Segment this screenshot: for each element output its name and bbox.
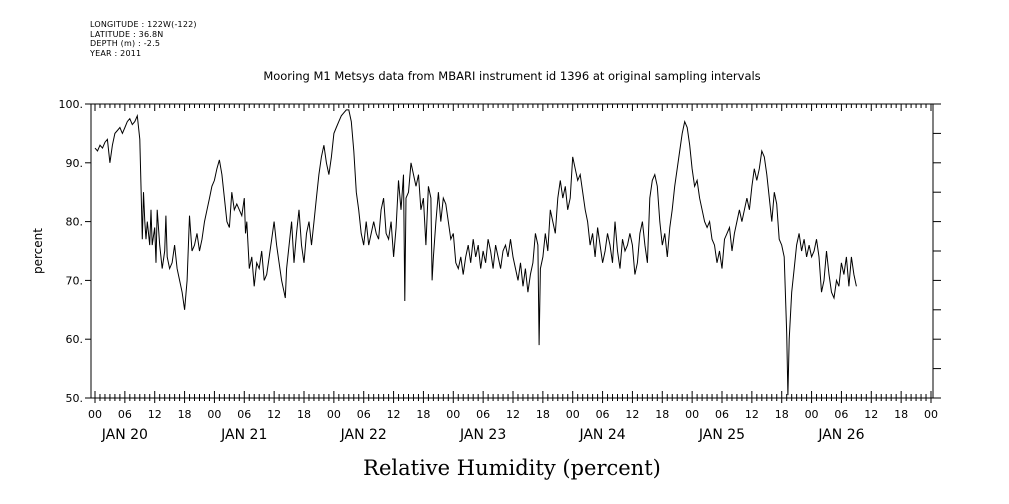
year-text: YEAR : 2011 xyxy=(90,48,142,58)
day-label: JAN 25 xyxy=(698,427,745,443)
latitude-text: LATITUDE : 36.8N xyxy=(90,29,164,39)
x-axis-label: Relative Humidity (percent) xyxy=(363,456,661,480)
x-tick-label: 00 xyxy=(88,408,102,421)
x-tick-label: 12 xyxy=(387,408,401,421)
x-tick-label: 06 xyxy=(596,408,610,421)
x-tick-label: 18 xyxy=(536,408,550,421)
x-tick-label: 18 xyxy=(655,408,669,421)
x-tick-label: 06 xyxy=(237,408,251,421)
x-tick-label: 12 xyxy=(625,408,639,421)
chart-title: Mooring M1 Metsys data from MBARI instru… xyxy=(263,69,760,83)
x-tick-label: 06 xyxy=(476,408,490,421)
longitude-text: LONGITUDE : 122W(-122) xyxy=(90,20,197,29)
day-label: JAN 24 xyxy=(578,427,625,443)
axis-ticks xyxy=(85,103,941,403)
y-tick-label: 80. xyxy=(66,216,84,229)
x-tick-label: 00 xyxy=(685,408,699,421)
x-tick-label: 12 xyxy=(267,408,281,421)
x-tick-label: 12 xyxy=(506,408,520,421)
metadata-block: LONGITUDE : 122W(-122) LATITUDE : 36.8N … xyxy=(90,20,197,58)
depth-text: DEPTH (m) : -2.5 xyxy=(90,39,161,48)
x-tick-label: 06 xyxy=(118,408,132,421)
x-tick-label: 00 xyxy=(566,408,580,421)
y-axis-label: percent xyxy=(31,228,45,274)
series-line xyxy=(94,109,857,396)
day-label: JAN 22 xyxy=(340,427,387,443)
x-tick-label: 00 xyxy=(805,408,819,421)
y-tick-label: 90. xyxy=(66,157,84,170)
x-tick-label: 18 xyxy=(894,408,908,421)
y-tick-label: 50. xyxy=(66,392,84,405)
day-label: JAN 26 xyxy=(817,427,864,443)
day-label: JAN 21 xyxy=(220,427,267,443)
x-tick-label: 06 xyxy=(357,408,371,421)
x-tick-label: 12 xyxy=(864,408,878,421)
x-tick-label: 00 xyxy=(327,408,341,421)
x-tick-label: 06 xyxy=(715,408,729,421)
x-tick-label: 18 xyxy=(416,408,430,421)
x-tick-label: 00 xyxy=(207,408,221,421)
x-tick-label: 00 xyxy=(446,408,460,421)
day-label: JAN 23 xyxy=(459,427,506,443)
y-tick-label: 100. xyxy=(59,98,84,111)
x-tick-label: 12 xyxy=(148,408,162,421)
y-tick-label: 60. xyxy=(66,333,84,346)
x-tick-label: 18 xyxy=(775,408,789,421)
x-tick-label: 12 xyxy=(745,408,759,421)
x-tick-label: 06 xyxy=(834,408,848,421)
x-tick-label: 18 xyxy=(297,408,311,421)
axis-labels: 00 06 12 18 00 06 12 18 00 06 12 18 00 06 12 18 00 06 12 18… xyxy=(59,98,939,443)
x-tick-label: 18 xyxy=(178,408,192,421)
day-label: JAN 20 xyxy=(101,427,148,443)
y-tick-label: 70. xyxy=(66,274,84,287)
x-tick-label: 00 xyxy=(924,408,938,421)
